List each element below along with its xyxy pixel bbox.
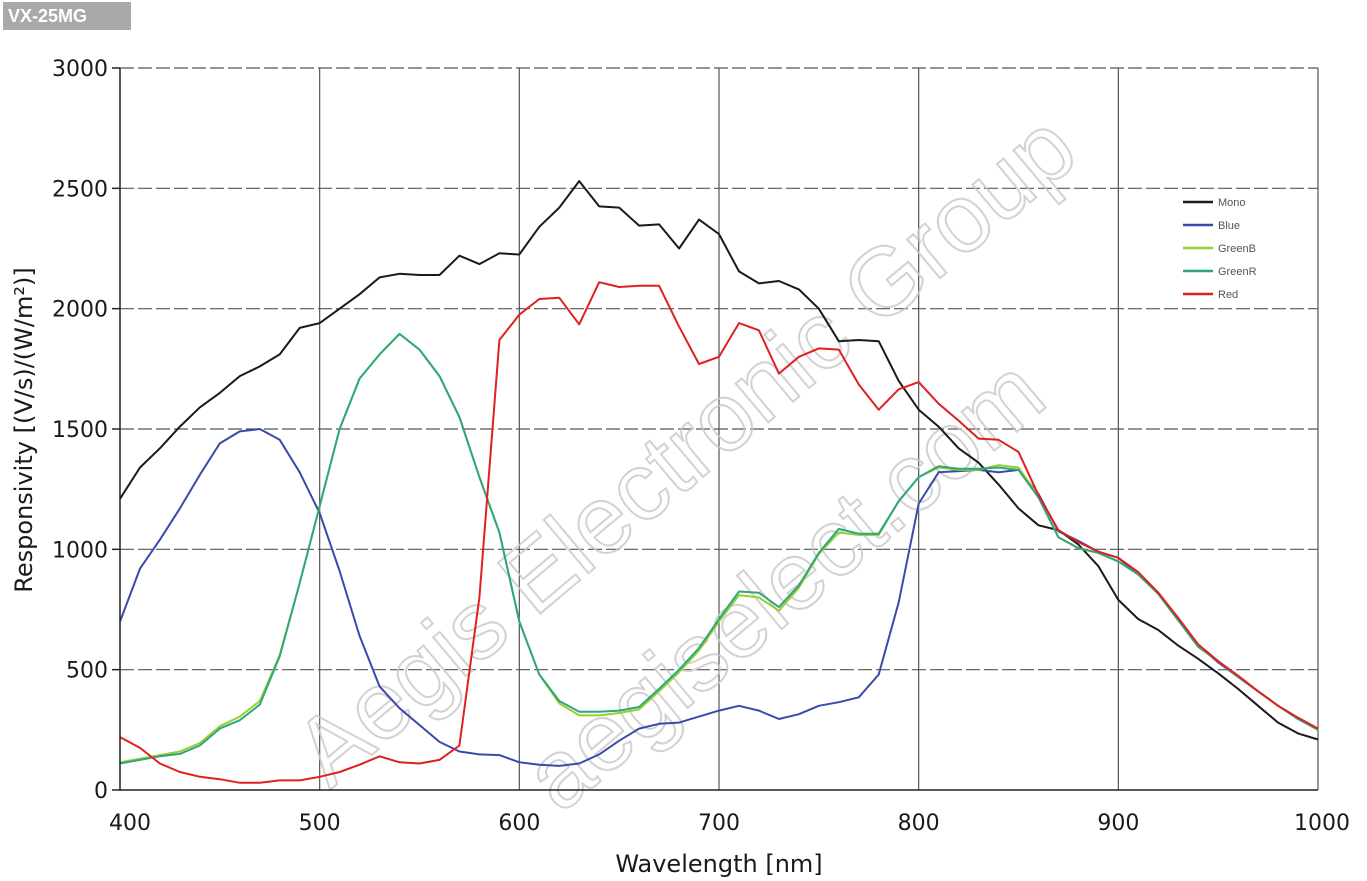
x-tick-label-3: 700 — [698, 811, 740, 836]
series-line-mono — [119, 180, 1319, 741]
series-line-red — [119, 281, 1319, 784]
y-tick-label-0: 0 — [94, 779, 108, 804]
series-lines — [119, 180, 1319, 784]
x-tick-label-6: 1000 — [1294, 811, 1350, 836]
axes — [112, 67, 1318, 791]
x-axis-title: Wavelength [nm] — [615, 850, 822, 878]
legend-label-mono: Mono — [1218, 197, 1246, 209]
series-line-greenr — [119, 332, 1319, 765]
x-tick-label-0: 400 — [109, 811, 151, 836]
y-tick-label-1: 500 — [66, 659, 108, 684]
x-tick-label-1: 500 — [299, 811, 341, 836]
legend-label-red: Red — [1218, 289, 1238, 301]
y-tick-label-4: 2000 — [52, 298, 108, 323]
y-tick-label-3: 1500 — [52, 418, 108, 443]
y-tick-label-6: 3000 — [52, 57, 108, 82]
y-axis-title: Responsivity [(V/s)/(W/m²)] — [10, 267, 38, 592]
legend-label-greenb: GreenB — [1218, 243, 1256, 255]
model-badge: VX-25MG — [3, 2, 131, 30]
x-tick-label-2: 600 — [498, 811, 540, 836]
x-tick-label-4: 800 — [898, 811, 940, 836]
legend-label-blue: Blue — [1218, 220, 1240, 232]
tick-labels: 0 500 1000 1500 2000 2500 3000 400 500 600 700 800 9… — [52, 57, 1350, 836]
legend-label-greenr: GreenR — [1218, 266, 1257, 278]
grid-lines — [120, 67, 1319, 790]
y-tick-label-5: 2500 — [52, 177, 108, 202]
legend: Mono Blue GreenB GreenR Red — [1183, 197, 1257, 301]
y-tick-label-2: 1000 — [52, 538, 108, 563]
x-tick-label-5: 900 — [1097, 811, 1139, 836]
